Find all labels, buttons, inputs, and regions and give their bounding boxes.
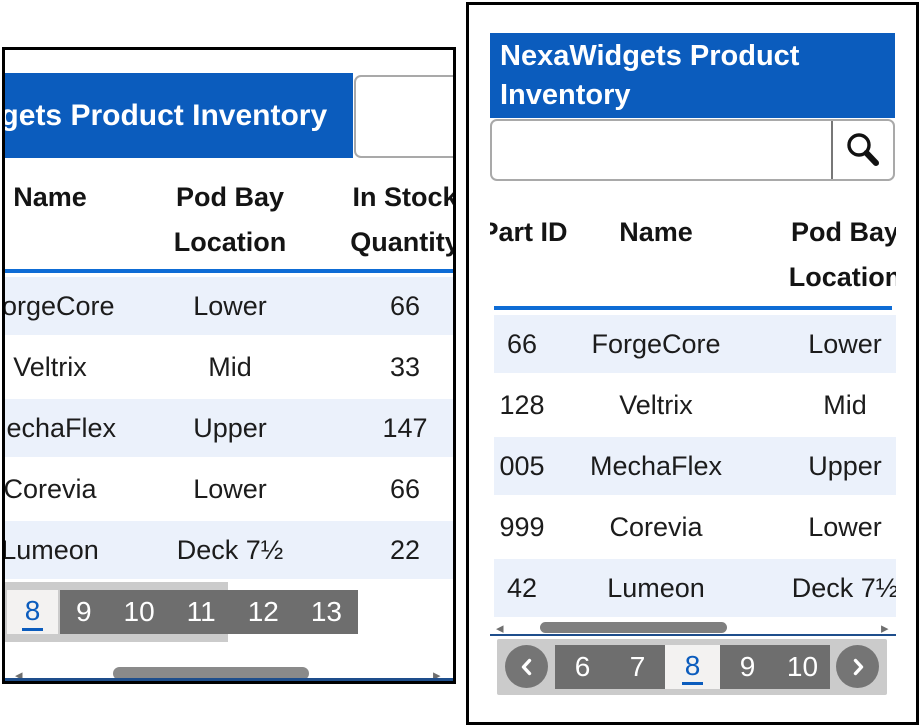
page-number: 7 [629, 651, 646, 682]
app-window-left: NexaWidgets Product Inventory Name Pod B… [2, 47, 456, 684]
cell-location: Upper [193, 413, 267, 443]
page-button-9[interactable]: 9 [75, 596, 92, 627]
cell-name: ForgeCore [2, 291, 115, 321]
table-row[interactable]: ForgeCore Lower 66 [2, 277, 453, 335]
search-icon [847, 133, 879, 166]
column-header-part-id: Part ID [490, 217, 568, 247]
container-bottom-border [490, 634, 896, 636]
cell-location: Deck 7½ [791, 573, 896, 603]
cell-name: MechaFlex [589, 451, 723, 481]
table-row[interactable]: 66 ForgeCore Lower [494, 315, 896, 373]
table-row[interactable]: Corevia Lower 66 [3, 460, 453, 518]
cell-name: Veltrix [619, 390, 693, 420]
cell-qty: 22 [389, 535, 421, 565]
scroll-left-icon[interactable]: ◂ [496, 620, 504, 637]
header-divider [494, 306, 892, 310]
cell-part-id: 999 [499, 512, 545, 542]
column-header-location: Pod Bay Location [788, 217, 896, 292]
column-header-location: Pod Bay Location [173, 182, 287, 257]
page-button-8-selected[interactable]: 8 [665, 645, 720, 689]
app-window-right: NexaWidgets Product Inventory Part ID Na… [466, 2, 919, 725]
table-row[interactable]: 128 Veltrix Mid [494, 376, 896, 434]
title-banner: NexaWidgets Product Inventory [2, 73, 353, 158]
page-buttons: 6 7 8 9 10 [555, 645, 830, 689]
column-header-name: Name [619, 217, 693, 247]
prev-page-button[interactable] [505, 645, 548, 688]
search-box [354, 75, 453, 158]
page-button-8[interactable]: 8 [7, 590, 58, 634]
cell-name: Lumeon [607, 573, 705, 603]
cell-location: Mid [208, 352, 252, 382]
page-button-10[interactable]: 10 [123, 596, 155, 627]
cell-part-id: 66 [506, 329, 538, 359]
page-button-12[interactable]: 12 [247, 596, 279, 627]
page-number: 10 [786, 651, 819, 682]
table-row[interactable]: MechaFlex Upper 147 [5, 399, 453, 457]
scroll-left-icon[interactable]: ◂ [15, 667, 23, 684]
search-input[interactable] [356, 77, 453, 156]
page-button-7[interactable]: 7 [610, 645, 665, 689]
cell-name: Veltrix [13, 352, 87, 382]
cell-location: Lower [193, 291, 267, 321]
chevron-left-icon [521, 658, 531, 675]
search-box [490, 119, 895, 181]
next-page-button[interactable] [836, 645, 879, 688]
cell-part-id: 005 [499, 451, 545, 481]
cell-qty: 66 [389, 291, 421, 321]
page-number: 8 [681, 650, 704, 685]
table-row[interactable]: Lumeon Deck 7½ 22 [2, 521, 453, 579]
page-number: 8 [21, 594, 44, 631]
search-input[interactable] [492, 121, 833, 179]
column-header-qty: In Stock Quantity [350, 182, 456, 257]
cell-location: Deck 7½ [176, 535, 284, 565]
horizontal-scrollbar-thumb[interactable] [540, 622, 727, 633]
cell-name: Corevia [609, 512, 703, 542]
app-title: NexaWidgets Product Inventory [500, 40, 800, 111]
cell-name: Corevia [3, 474, 97, 504]
pagination-bar: 9 10 11 12 13 [60, 590, 358, 634]
cell-location: Lower [808, 512, 882, 542]
cell-part-id: 128 [499, 390, 545, 420]
pagination-bar: 6 7 8 9 10 [497, 639, 887, 695]
cell-location: Lower [808, 329, 882, 359]
scroll-right-icon[interactable]: ▸ [881, 620, 889, 637]
table-row[interactable]: 42 Lumeon Deck 7½ [494, 559, 896, 617]
cell-location: Upper [808, 451, 882, 481]
horizontal-scrollbar-thumb[interactable] [113, 667, 309, 680]
table-row[interactable]: 999 Corevia Lower [494, 498, 896, 556]
cell-qty: 66 [389, 474, 421, 504]
title-banner: NexaWidgets Product Inventory [490, 33, 895, 118]
scroll-right-icon[interactable]: ▸ [433, 667, 441, 684]
cell-qty: 147 [382, 413, 428, 443]
app-title: NexaWidgets Product Inventory [2, 99, 328, 132]
container-bottom-border [5, 678, 453, 681]
page-button-11[interactable]: 11 [186, 596, 216, 627]
cell-location: Mid [823, 390, 867, 420]
cell-name: MechaFlex [5, 413, 117, 443]
page-number: 9 [739, 651, 756, 682]
cell-name: Lumeon [2, 535, 99, 565]
page-button-9[interactable]: 9 [720, 645, 775, 689]
page-number: 6 [574, 651, 591, 682]
chevron-right-icon [853, 658, 863, 675]
page-button-13[interactable]: 13 [310, 596, 342, 627]
header-divider [5, 269, 453, 273]
page-button-6[interactable]: 6 [555, 645, 610, 689]
cell-location: Lower [193, 474, 267, 504]
column-header-name: Name [13, 182, 87, 212]
cell-part-id: 42 [506, 573, 538, 603]
search-button[interactable] [831, 121, 893, 179]
table-viewport: Part ID Name Pod Bay Location 66 ForgeCo… [490, 205, 896, 623]
page-button-10[interactable]: 10 [775, 645, 830, 689]
table-row[interactable]: 005 MechaFlex Upper [494, 437, 896, 495]
cell-name: ForgeCore [591, 329, 721, 359]
table-row[interactable]: Veltrix Mid 33 [5, 338, 453, 396]
cell-qty: 33 [389, 352, 421, 382]
